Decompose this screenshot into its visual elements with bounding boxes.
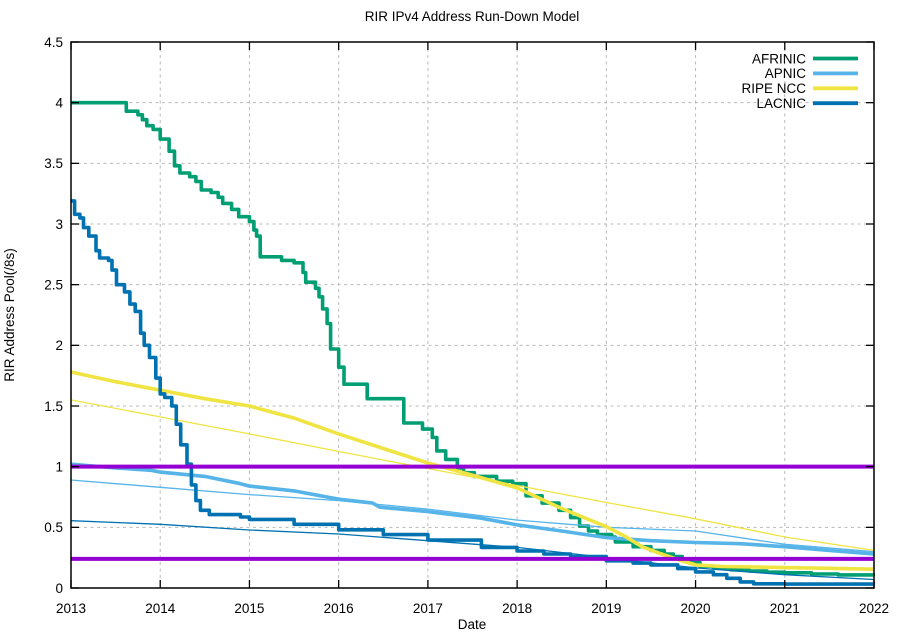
y-tick-label-3.5: 3.5 (44, 156, 63, 171)
x-axis-label: Date (458, 617, 487, 632)
y-tick-label-2.5: 2.5 (44, 277, 63, 292)
series-lacnic-model-line (70, 520, 875, 581)
x-tick-label-2021: 2021 (770, 601, 800, 616)
x-tick-label-2017: 2017 (413, 601, 443, 616)
y-axis-label: RIR Address Pool(/8s) (2, 248, 17, 382)
x-tick-label-2015: 2015 (234, 601, 264, 616)
x-tick-label-2018: 2018 (502, 601, 532, 616)
legend-label-afrinic: AFRINIC (752, 51, 806, 66)
chart-title: RIR IPv4 Address Run-Down Model (365, 9, 580, 24)
x-tick-label-2022: 2022 (859, 601, 889, 616)
x-tick-label-2016: 2016 (324, 601, 354, 616)
x-tick-label-2019: 2019 (591, 601, 621, 616)
y-tick-label-1.5: 1.5 (44, 399, 63, 414)
y-tick-label-2: 2 (55, 338, 63, 353)
axes-frame-layer: 2013 2014 2015 2016 2017 2018 2019 2020 2021 2022… (44, 35, 889, 616)
x-tick-label-2013: 2013 (56, 601, 86, 616)
plot-border (70, 41, 875, 589)
x-tick-label-2014: 2014 (145, 601, 176, 616)
series-layer (70, 100, 875, 586)
y-tick-label-3: 3 (55, 217, 63, 232)
legend-label-apnic: APNIC (765, 66, 807, 81)
series-afrinic-line (71, 100, 875, 577)
series-lacnic-line (71, 199, 875, 586)
legend-label-lacnic: LACNIC (756, 96, 806, 111)
y-tick-label-0.5: 0.5 (44, 520, 63, 535)
y-tick-label-4.5: 4.5 (44, 35, 63, 50)
series-ripe-ncc-model-line (70, 399, 875, 552)
x-tick-label-2020: 2020 (681, 601, 711, 616)
legend-label-ripe-ncc: RIPE NCC (741, 81, 806, 96)
y-tick-label-1: 1 (55, 459, 63, 474)
y-tick-label-4: 4 (55, 95, 63, 110)
y-tick-label-0: 0 (55, 581, 63, 596)
series-apnic-model-line (70, 479, 875, 553)
series-ripe-ncc-line (70, 370, 875, 571)
grid-layer (71, 42, 874, 588)
series-apnic-line (70, 462, 875, 556)
